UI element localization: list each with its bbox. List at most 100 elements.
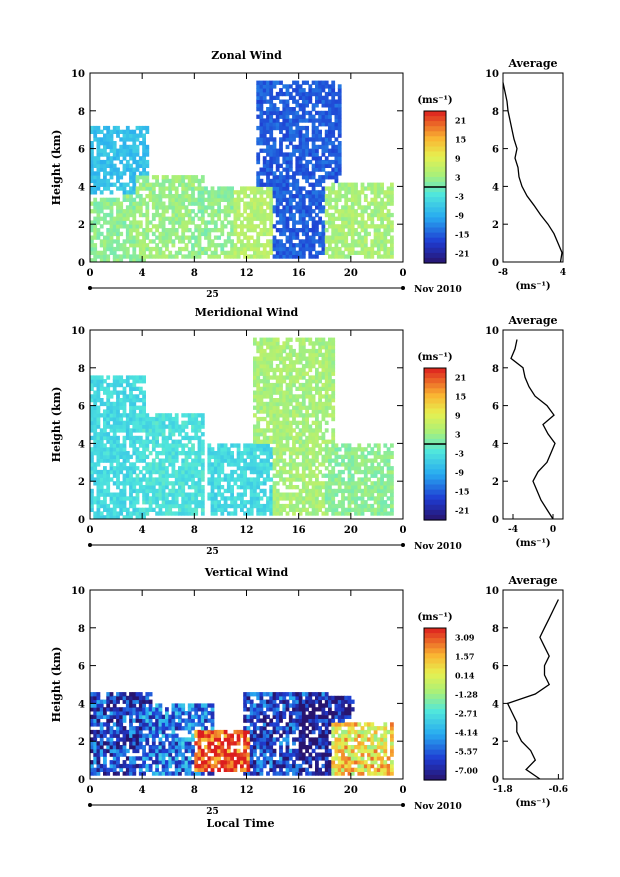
heatmap-cell xyxy=(312,236,316,240)
heatmap-cell xyxy=(390,511,394,515)
heatmap-cell xyxy=(227,496,231,500)
heatmap-cell xyxy=(230,504,234,508)
heatmap-cell xyxy=(155,413,159,417)
colorbar-swatch xyxy=(424,429,446,435)
heatmap-cell xyxy=(354,455,358,459)
heatmap-cell xyxy=(295,500,299,504)
heatmap-cell xyxy=(344,202,348,206)
heatmap-cell xyxy=(103,247,107,251)
heatmap-cell xyxy=(220,470,224,474)
x-tick-label: 4 xyxy=(139,525,146,536)
heatmap-cell xyxy=(113,198,117,202)
heatmap-cell xyxy=(136,236,140,240)
heatmap-cell xyxy=(97,236,101,240)
heatmap-cell xyxy=(260,205,264,209)
heatmap-cell xyxy=(344,451,348,455)
heatmap-cell xyxy=(263,243,267,247)
heatmap-cell xyxy=(201,213,205,217)
heatmap-cell xyxy=(308,470,312,474)
heatmap-cell xyxy=(155,493,159,497)
heatmap-cell xyxy=(263,462,267,466)
heatmap-cell xyxy=(145,421,149,425)
heatmap-cell xyxy=(97,474,101,478)
heatmap-cell xyxy=(295,372,299,376)
heatmap-cell xyxy=(338,485,342,489)
heatmap-cell xyxy=(136,232,140,236)
heatmap-cell xyxy=(276,341,280,345)
heatmap-cell xyxy=(263,360,267,364)
heatmap-cell xyxy=(387,481,391,485)
heatmap-cell xyxy=(263,447,267,451)
heatmap-cell xyxy=(377,489,381,493)
heatmap-cell xyxy=(145,213,149,217)
heatmap-cell xyxy=(335,455,339,459)
heatmap-cell xyxy=(90,771,94,775)
heatmap-cell xyxy=(279,122,283,126)
heatmap-cell xyxy=(201,443,205,447)
heatmap-cell xyxy=(260,398,264,402)
heatmap-cell xyxy=(129,734,133,738)
heatmap-cell xyxy=(136,440,140,444)
heatmap-cell xyxy=(344,198,348,202)
heatmap-cell xyxy=(119,455,123,459)
heatmap-cell xyxy=(90,239,94,243)
heatmap-cell xyxy=(211,481,215,485)
heatmap-cell xyxy=(335,100,339,104)
heatmap-cell xyxy=(129,768,133,772)
y-tick-label: 8 xyxy=(78,107,85,118)
heatmap-cell xyxy=(119,745,123,749)
heatmap-cell xyxy=(155,466,159,470)
heatmap-cell xyxy=(113,466,117,470)
heatmap-cell xyxy=(325,209,329,213)
heatmap-cell xyxy=(113,703,117,707)
heatmap-cell xyxy=(328,394,332,398)
heatmap-cell xyxy=(103,700,107,704)
heatmap-cell xyxy=(103,504,107,508)
heatmap-cell xyxy=(136,179,140,183)
heatmap-cell xyxy=(322,118,326,122)
heatmap-cell xyxy=(165,205,169,209)
heatmap-cell xyxy=(162,466,166,470)
heatmap-cell xyxy=(217,474,221,478)
heatmap-cell xyxy=(286,413,290,417)
heatmap-cell xyxy=(312,239,316,243)
heatmap-cell xyxy=(295,134,299,138)
heatmap-cell xyxy=(132,760,136,764)
heatmap-cell xyxy=(145,243,149,247)
heatmap-cell xyxy=(155,477,159,481)
heatmap-cell xyxy=(227,481,231,485)
heatmap-cell xyxy=(312,194,316,198)
heatmap-cell xyxy=(253,202,257,206)
heatmap-cell xyxy=(165,232,169,236)
heatmap-cell xyxy=(123,134,127,138)
heatmap-cell xyxy=(90,413,94,417)
heatmap-cell xyxy=(295,202,299,206)
heatmap-cell xyxy=(152,760,156,764)
heatmap-cell xyxy=(106,440,110,444)
heatmap-cell xyxy=(243,489,247,493)
heatmap-cell xyxy=(90,406,94,410)
heatmap-cell xyxy=(328,175,332,179)
heatmap-cell xyxy=(106,477,110,481)
heatmap-cell xyxy=(172,496,176,500)
heatmap-cell xyxy=(188,413,192,417)
heatmap-cell xyxy=(234,228,238,232)
heatmap-cell xyxy=(90,715,94,719)
heatmap-cell xyxy=(276,451,280,455)
heatmap-cell xyxy=(364,447,368,451)
heatmap-cell xyxy=(260,372,264,376)
heatmap-cell xyxy=(185,432,189,436)
heatmap-cell xyxy=(110,205,114,209)
heatmap-cell xyxy=(276,149,280,153)
heatmap-cell xyxy=(318,372,322,376)
heatmap-cell xyxy=(129,391,133,395)
heatmap-cell xyxy=(139,126,143,130)
heatmap-cell xyxy=(129,232,133,236)
heatmap-cell xyxy=(97,745,101,749)
heatmap-cell xyxy=(175,232,179,236)
heatmap-cell xyxy=(312,254,316,258)
heatmap-cell xyxy=(387,217,391,221)
heatmap-cell xyxy=(269,455,273,459)
heatmap-cell xyxy=(110,175,114,179)
heatmap-cell xyxy=(292,360,296,364)
